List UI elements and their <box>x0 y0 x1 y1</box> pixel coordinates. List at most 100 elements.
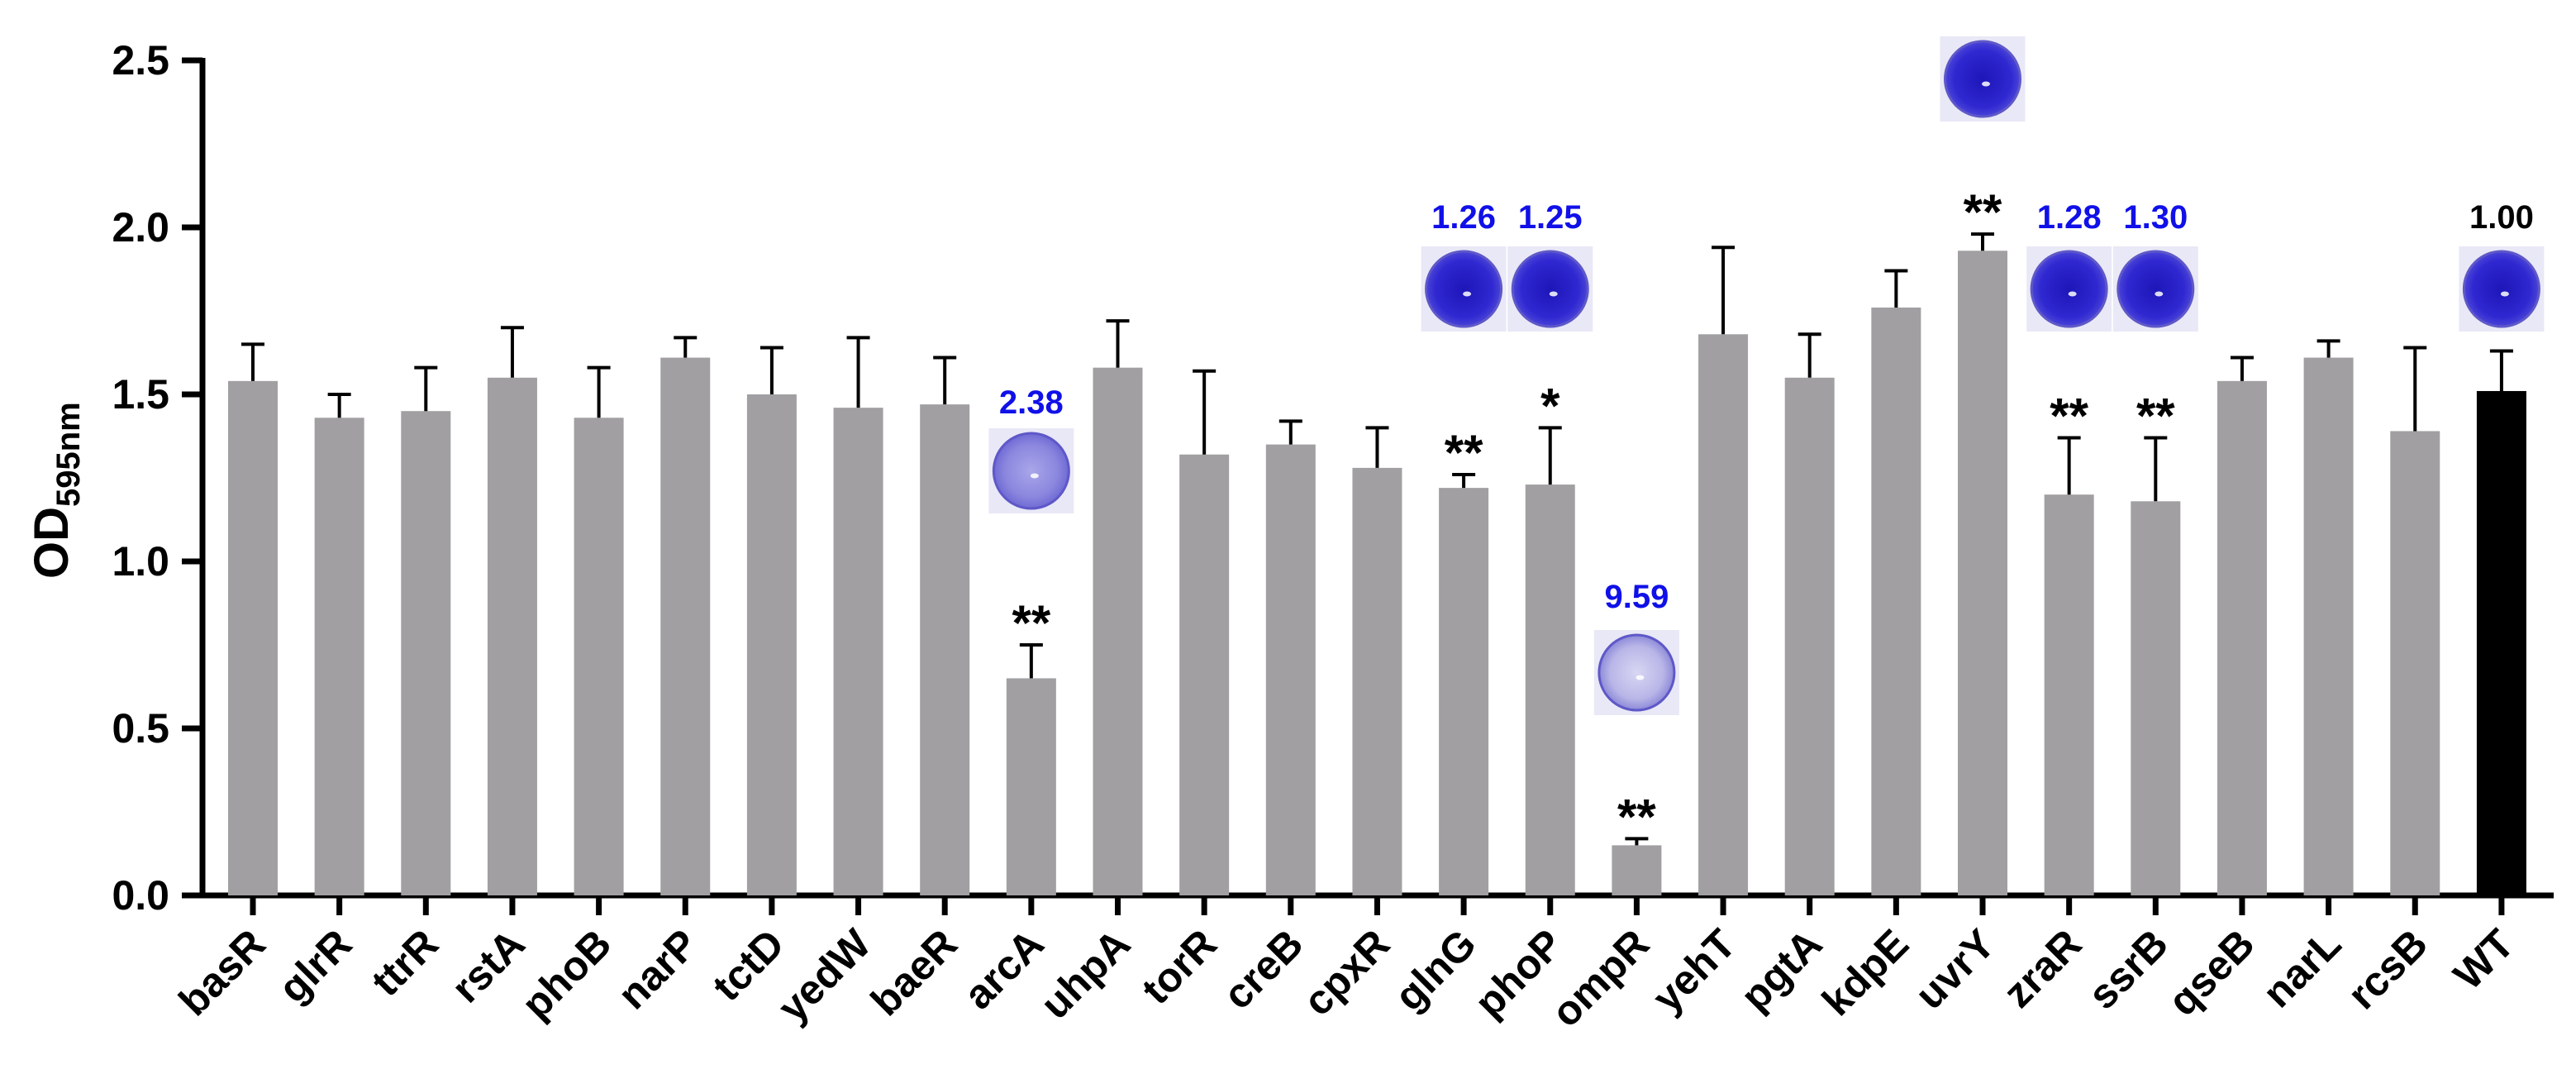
bar-ttrR <box>401 411 451 895</box>
y-axis-label-main: OD <box>25 507 79 579</box>
significance-label-zraR: ** <box>2050 389 2088 444</box>
bar-cpxR <box>1352 467 1402 895</box>
y-axis-title: OD595nm <box>25 402 87 579</box>
x-tick-label-narL: narL <box>2254 920 2350 1016</box>
well-circle <box>992 432 1070 510</box>
x-tick-label-ttrR: ttrR <box>363 920 447 1005</box>
well-image-arcA <box>988 428 1074 513</box>
well-image-glnG <box>1421 246 1507 332</box>
annotations-group: *********** **2.381.26 1.259.591.28 1.30 1.0… <box>988 36 2545 844</box>
well-circle <box>1598 633 1676 712</box>
well-circle <box>1511 250 1589 328</box>
x-tick-label-rcsB: rcsB <box>2339 920 2436 1018</box>
significance-label-phoP: * <box>1540 378 1560 433</box>
well-circle <box>2030 250 2108 328</box>
x-tick-label-ompR: ompR <box>1542 920 1658 1036</box>
significance-label-ompR: ** <box>1617 789 1656 844</box>
x-tick-label-ssrB: ssrB <box>2079 920 2177 1018</box>
significance-label-arcA: ** <box>1012 595 1050 651</box>
ratio-label-ompR: 9.59 <box>1604 579 1669 615</box>
well-image-zraR <box>2026 246 2112 332</box>
x-tick-label-pgtA: pgtA <box>1731 920 1831 1019</box>
well-circle <box>1425 250 1503 328</box>
x-tick-label-baeR: baeR <box>862 920 966 1024</box>
bar-yehT <box>1698 334 1749 895</box>
significance-label-glnG: ** <box>1445 425 1483 480</box>
ratio-label-phoP: 1.25 <box>1518 199 1583 236</box>
well-highlight <box>1463 291 1472 297</box>
ratio-label-glnG: 1.26 <box>1431 199 1496 236</box>
well-highlight <box>1549 291 1558 297</box>
x-tick-label-arcA: arcA <box>955 920 1052 1018</box>
x-tick-label-torR: torR <box>1133 920 1226 1013</box>
x-tick-label-yedW: yedW <box>769 920 879 1031</box>
bar-basR <box>228 380 278 896</box>
bar-narP <box>660 357 711 895</box>
well-highlight <box>1982 81 1990 87</box>
well-highlight <box>1030 473 1039 479</box>
bar-yedW <box>833 408 883 895</box>
y-tick-label: 0.0 <box>112 872 169 919</box>
well-highlight <box>1636 675 1645 680</box>
x-tick-label-basR: basR <box>170 920 274 1024</box>
well-image-ompR <box>1593 630 1679 715</box>
x-tick-label-zraR: zraR <box>1994 920 2090 1016</box>
bar-phoP <box>1525 484 1575 895</box>
ratio-label-WT: 1.00 <box>2469 199 2534 236</box>
well-circle <box>2117 250 2195 328</box>
y-tick-label: 1.0 <box>112 538 169 585</box>
bar-uvrY <box>1958 251 2007 895</box>
ratio-label-arcA: 2.38 <box>999 384 1064 421</box>
bar-ssrB <box>2131 501 2181 895</box>
y-axis-label-subscript: 595nm <box>50 402 87 507</box>
error-bars-group <box>241 232 2513 846</box>
x-tick-label-uhpA: uhpA <box>1031 920 1139 1028</box>
bar-rcsB <box>2390 431 2440 895</box>
bar-qseB <box>2217 380 2267 896</box>
well-highlight <box>2068 291 2077 297</box>
axes: 0.0 0.5 1.0 1.5 2.0 2.5 <box>112 37 2554 919</box>
bar-rstA <box>487 377 537 895</box>
well-circle <box>2462 250 2540 328</box>
x-tick-label-creB: creB <box>1214 920 1312 1018</box>
bar-torR <box>1179 454 1230 895</box>
bar-arcA <box>1006 678 1056 895</box>
bar-narL <box>2303 357 2354 895</box>
bar-WT <box>2476 390 2526 896</box>
x-tick-label-cpxR: cpxR <box>1294 920 1398 1024</box>
bar-ompR <box>1612 845 1662 895</box>
significance-label-uvrY: ** <box>1964 184 2002 240</box>
well-image-uvrY <box>1940 36 2026 122</box>
x-tick-label-uvrY: uvrY <box>1907 920 2004 1018</box>
svg-text:OD595nm: OD595nm <box>25 402 87 579</box>
bar-glrR <box>314 418 364 895</box>
bar-zraR <box>2044 494 2094 895</box>
x-tick-label-glrR: glrR <box>269 920 360 1011</box>
bar-glnG <box>1439 488 1489 895</box>
well-highlight <box>2155 291 2164 297</box>
bar-creB <box>1265 444 1316 895</box>
ratio-label-zraR: 1.28 <box>2037 199 2102 236</box>
well-highlight <box>2500 291 2509 297</box>
x-tick-label-glnG: glnG <box>1386 920 1485 1019</box>
y-tick-label: 0.5 <box>112 705 169 752</box>
x-tick-label-qseB: qseB <box>2159 920 2264 1024</box>
bar-tctD <box>746 394 797 895</box>
significance-label-ssrB: ** <box>2136 389 2175 444</box>
x-tick-label-narP: narP <box>609 920 707 1018</box>
well-image-WT <box>2459 246 2545 332</box>
bar-baeR <box>920 404 970 895</box>
bar-kdpE <box>1871 307 1921 896</box>
well-image-ssrB <box>2112 246 2198 332</box>
y-tick-label: 1.5 <box>112 371 169 418</box>
x-tick-label-yehT: yehT <box>1644 920 1745 1021</box>
bars-group <box>228 251 2526 896</box>
y-tick-label: 2.0 <box>112 204 169 251</box>
x-tick-label-kdpE: kdpE <box>1813 920 1917 1024</box>
ratio-label-ssrB: 1.30 <box>2123 199 2188 236</box>
bar-uhpA <box>1093 367 1143 895</box>
bar-phoB <box>574 418 624 895</box>
x-tick-label-WT: WT <box>2445 920 2523 999</box>
y-tick-label: 2.5 <box>112 37 169 84</box>
